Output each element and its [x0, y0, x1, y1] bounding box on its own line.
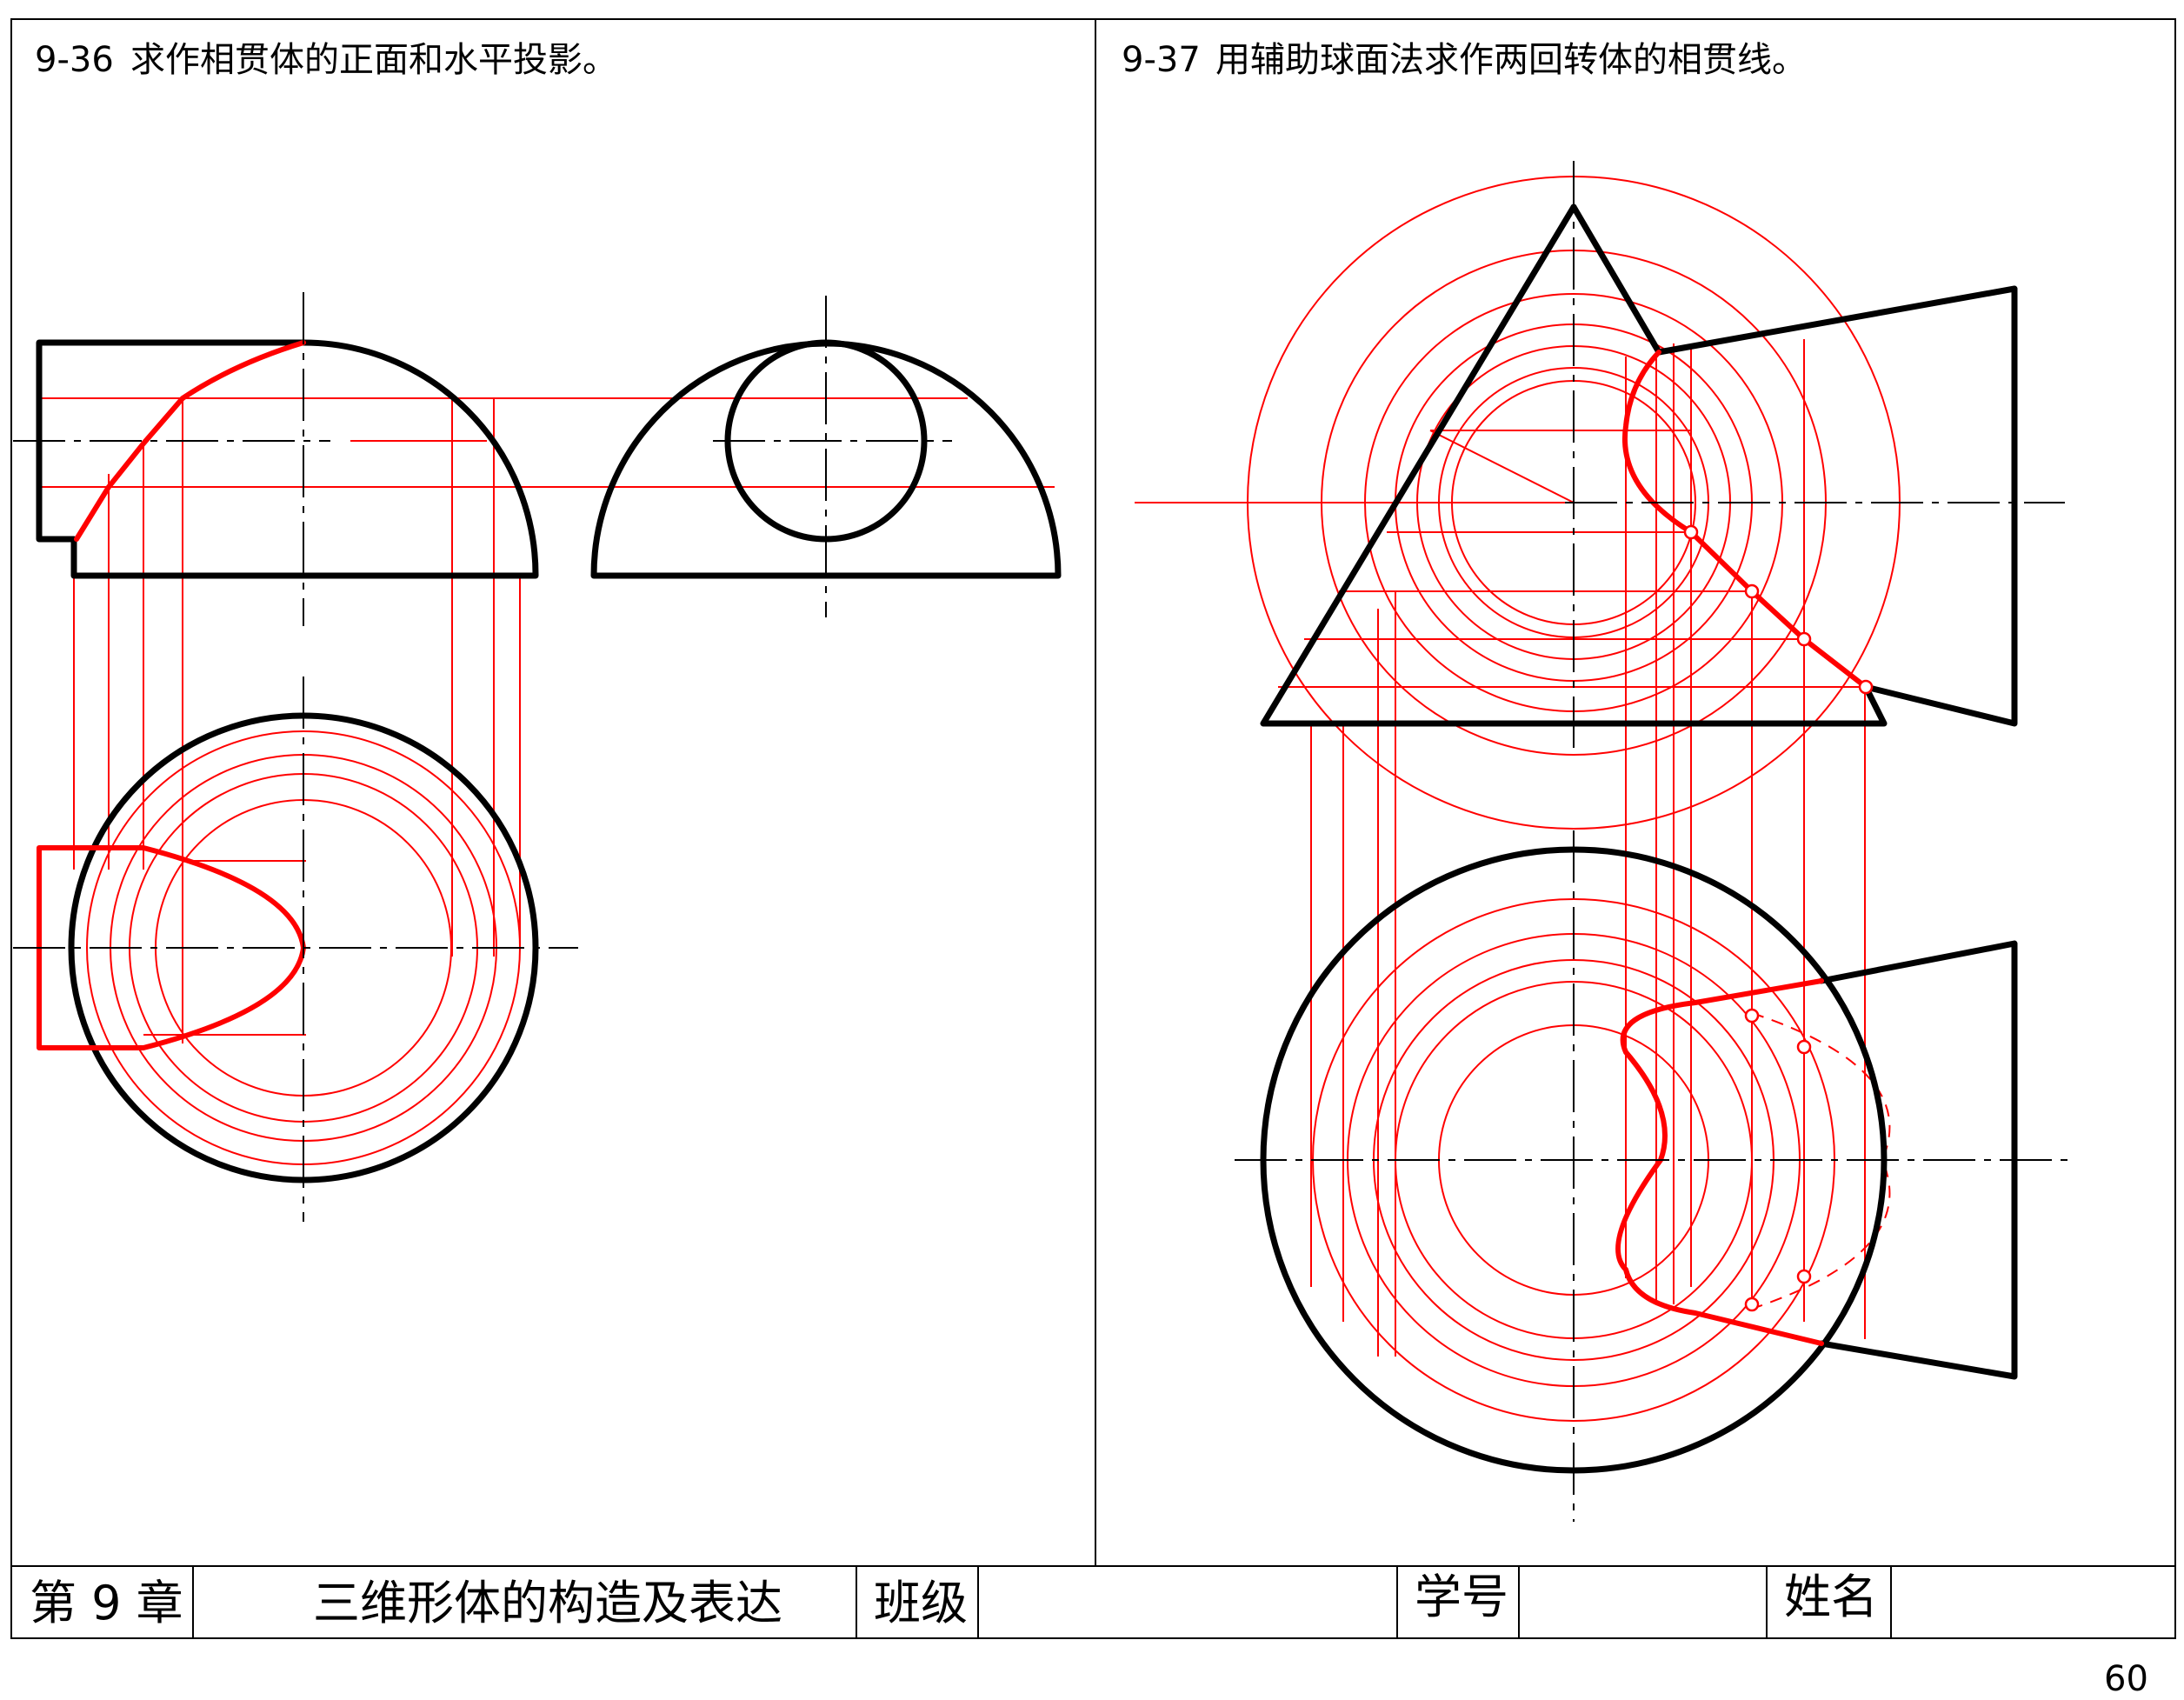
- title-block: 第 9 章 三维形体的构造及表达 班级 学号 姓名: [30, 1566, 1892, 1638]
- class-label: 班级: [874, 1576, 968, 1630]
- intersection-point: [1744, 1008, 1760, 1023]
- student-no-label: 学号: [1415, 1570, 1508, 1624]
- frustum-outline: [1655, 285, 2018, 727]
- problem-9-36-number: 9-36: [35, 40, 114, 80]
- intersection-curve-front: [1622, 350, 1868, 690]
- intersection-point: [1744, 1297, 1760, 1312]
- top-view: [13, 677, 578, 1222]
- top-view-9-37: [1235, 830, 2074, 1522]
- problem-9-36-drawing: [13, 292, 1062, 1222]
- front-view-construction: [42, 397, 1055, 488]
- problem-9-36-text: 求作相贯体的正面和水平投影。: [130, 40, 617, 80]
- cone-slant-edge: [1570, 203, 1662, 356]
- problem-9-37-text: 用辅助球面法求作两回转体的相贯线。: [1215, 40, 1807, 80]
- intersection-point: [1683, 524, 1699, 540]
- problem-titles: 9-36 求作相贯体的正面和水平投影。 9-37 用辅助球面法求作两回转体的相贯…: [35, 40, 1807, 80]
- intersection-point: [1858, 679, 1874, 695]
- hidden-curve: [1751, 1012, 1891, 1310]
- intersection-point: [1744, 583, 1760, 599]
- problem-9-37-number: 9-37: [1122, 40, 1201, 80]
- page-number: 60: [2104, 1659, 2148, 1699]
- intersection-point: [1796, 1039, 1812, 1055]
- front-view-9-37: [1260, 161, 2065, 748]
- intersection-curve-front: [74, 340, 306, 542]
- front-view-outline: [36, 339, 539, 579]
- sheet-frame: [10, 18, 2176, 1639]
- chapter-title: 三维形体的构造及表达: [313, 1576, 782, 1630]
- projection-lines: [73, 398, 521, 1043]
- chapter-label: 第 9 章: [30, 1576, 183, 1630]
- intersection-curve-top: [1615, 978, 1824, 1346]
- side-view: [590, 296, 1062, 617]
- aux-line: [1429, 430, 1575, 503]
- front-view: [13, 292, 539, 626]
- problem-9-37-drawing: [1135, 161, 2074, 1522]
- intersection-point: [1796, 1269, 1812, 1284]
- name-label: 姓名: [1784, 1570, 1878, 1624]
- intersection-point: [1796, 631, 1812, 647]
- outer-border: [10, 18, 2176, 1639]
